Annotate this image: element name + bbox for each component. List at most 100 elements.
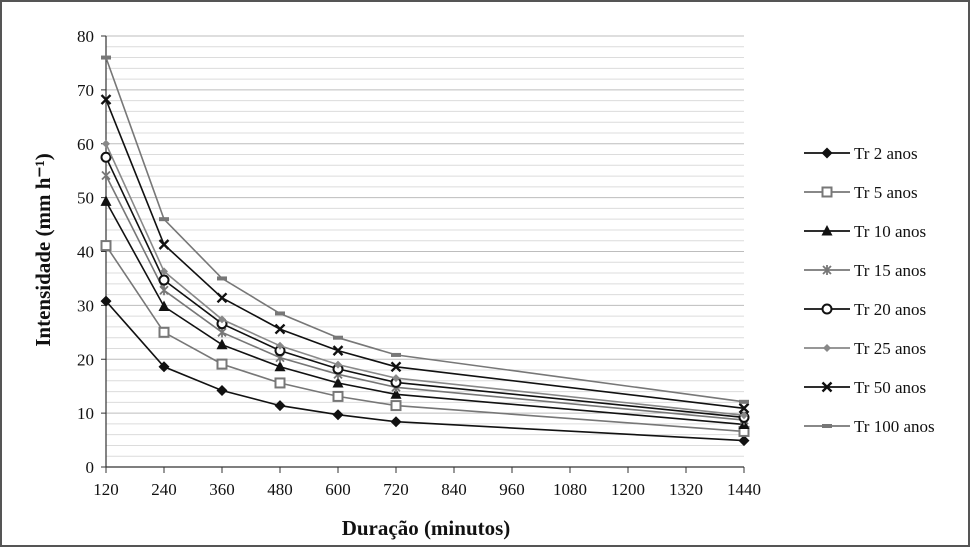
series-line xyxy=(105,99,745,410)
legend-marker xyxy=(821,225,833,236)
data-point xyxy=(740,411,748,420)
y-tick-label: 20 xyxy=(77,350,94,369)
x-tick-label: 1440 xyxy=(727,480,761,499)
x-tick-label: 360 xyxy=(209,480,235,499)
x-tick-label: 840 xyxy=(441,480,467,499)
legend-label: Tr 10 anos xyxy=(854,222,926,241)
series-line xyxy=(105,175,745,421)
legend-label: Tr 2 anos xyxy=(854,144,918,163)
x-tick-label: 600 xyxy=(325,480,351,499)
data-point xyxy=(334,360,342,369)
data-point xyxy=(276,341,284,350)
data-point xyxy=(738,435,750,447)
data-point xyxy=(160,267,168,276)
y-tick-label: 30 xyxy=(77,296,94,315)
data-point xyxy=(739,399,749,404)
data-point xyxy=(216,358,228,370)
axes xyxy=(101,35,745,473)
gridlines xyxy=(106,35,744,457)
legend-marker xyxy=(823,344,831,352)
data-point xyxy=(100,151,112,163)
legend-marker xyxy=(821,381,833,393)
data-point xyxy=(390,416,402,428)
data-point xyxy=(391,352,401,357)
data-point xyxy=(390,361,402,373)
y-tick-label: 70 xyxy=(77,81,94,100)
data-point xyxy=(158,239,170,250)
data-point xyxy=(332,345,344,356)
x-tick-label: 240 xyxy=(151,480,177,499)
data-point xyxy=(332,409,344,421)
data-point xyxy=(100,295,112,307)
data-point xyxy=(217,276,227,281)
series-1 xyxy=(100,295,750,447)
series-8 xyxy=(101,55,749,404)
legend-item: Tr 15 anos xyxy=(804,261,926,280)
legend-marker xyxy=(821,147,833,159)
legend-marker xyxy=(822,265,832,275)
data-point xyxy=(216,384,228,396)
y-tick-label: 0 xyxy=(86,458,95,477)
data-point xyxy=(100,240,112,252)
legend: Tr 2 anos Tr 5 anos Tr 10 anos Tr 15 anos Tr… xyxy=(804,144,935,436)
legend-item: Tr 100 anos xyxy=(804,417,935,436)
x-tick-label: 1200 xyxy=(611,480,645,499)
x-tick-label: 120 xyxy=(93,480,119,499)
data-point xyxy=(102,139,110,148)
data-point xyxy=(274,360,286,372)
x-tick-labels: 120 240 360 480 600 720 840 960 1080 1200 1320 1440 xyxy=(93,480,761,499)
y-axis-title: Intensidade (mm h⁻¹) xyxy=(31,153,55,347)
series-line xyxy=(105,201,745,426)
legend-item: Tr 10 anos xyxy=(804,222,926,241)
legend-label: Tr 5 anos xyxy=(854,183,918,202)
data-point xyxy=(274,377,286,389)
x-tick-label: 960 xyxy=(499,480,525,499)
x-tick-label: 1320 xyxy=(669,480,703,499)
data-point xyxy=(158,274,170,286)
data-point xyxy=(159,285,169,296)
legend-marker xyxy=(821,186,833,198)
data-point xyxy=(274,323,286,335)
data-point xyxy=(274,400,286,412)
legend-marker xyxy=(821,303,833,315)
data-point xyxy=(158,300,170,311)
data-point xyxy=(100,94,112,105)
series-3 xyxy=(100,195,750,429)
y-tick-label: 50 xyxy=(77,189,94,208)
series-line xyxy=(105,156,745,419)
x-tick-label: 720 xyxy=(383,480,409,499)
y-tick-label: 40 xyxy=(77,243,94,262)
legend-label: Tr 15 anos xyxy=(854,261,926,280)
legend-label: Tr 20 anos xyxy=(854,300,926,319)
legend-item: Tr 2 anos xyxy=(804,144,918,163)
legend-item: Tr 50 anos xyxy=(804,378,926,397)
legend-item: Tr 20 anos xyxy=(804,300,926,319)
legend-label: Tr 100 anos xyxy=(854,417,935,436)
data-point xyxy=(333,335,343,340)
data-point xyxy=(275,311,285,316)
series-2 xyxy=(100,240,750,437)
data-point xyxy=(100,195,112,206)
data-point xyxy=(158,326,170,338)
y-tick-labels: 0 10 20 30 40 50 60 70 80 xyxy=(77,27,94,477)
data-point xyxy=(101,55,111,60)
data-point xyxy=(390,400,402,412)
data-point xyxy=(158,361,170,373)
series-6 xyxy=(102,139,748,420)
x-tick-label: 480 xyxy=(267,480,293,499)
data-point xyxy=(216,338,228,350)
legend-item: Tr 5 anos xyxy=(804,183,918,202)
y-tick-label: 10 xyxy=(77,404,94,423)
series-lines xyxy=(100,55,750,447)
data-point xyxy=(159,217,169,222)
legend-marker xyxy=(822,424,832,428)
data-point xyxy=(738,402,750,414)
legend-label: Tr 25 anos xyxy=(854,339,926,358)
data-point xyxy=(392,374,400,383)
x-axis-title: Duração (minutos) xyxy=(342,516,511,540)
data-point xyxy=(218,315,226,324)
data-point xyxy=(332,376,344,388)
series-7 xyxy=(100,94,750,414)
y-tick-label: 60 xyxy=(77,135,94,154)
